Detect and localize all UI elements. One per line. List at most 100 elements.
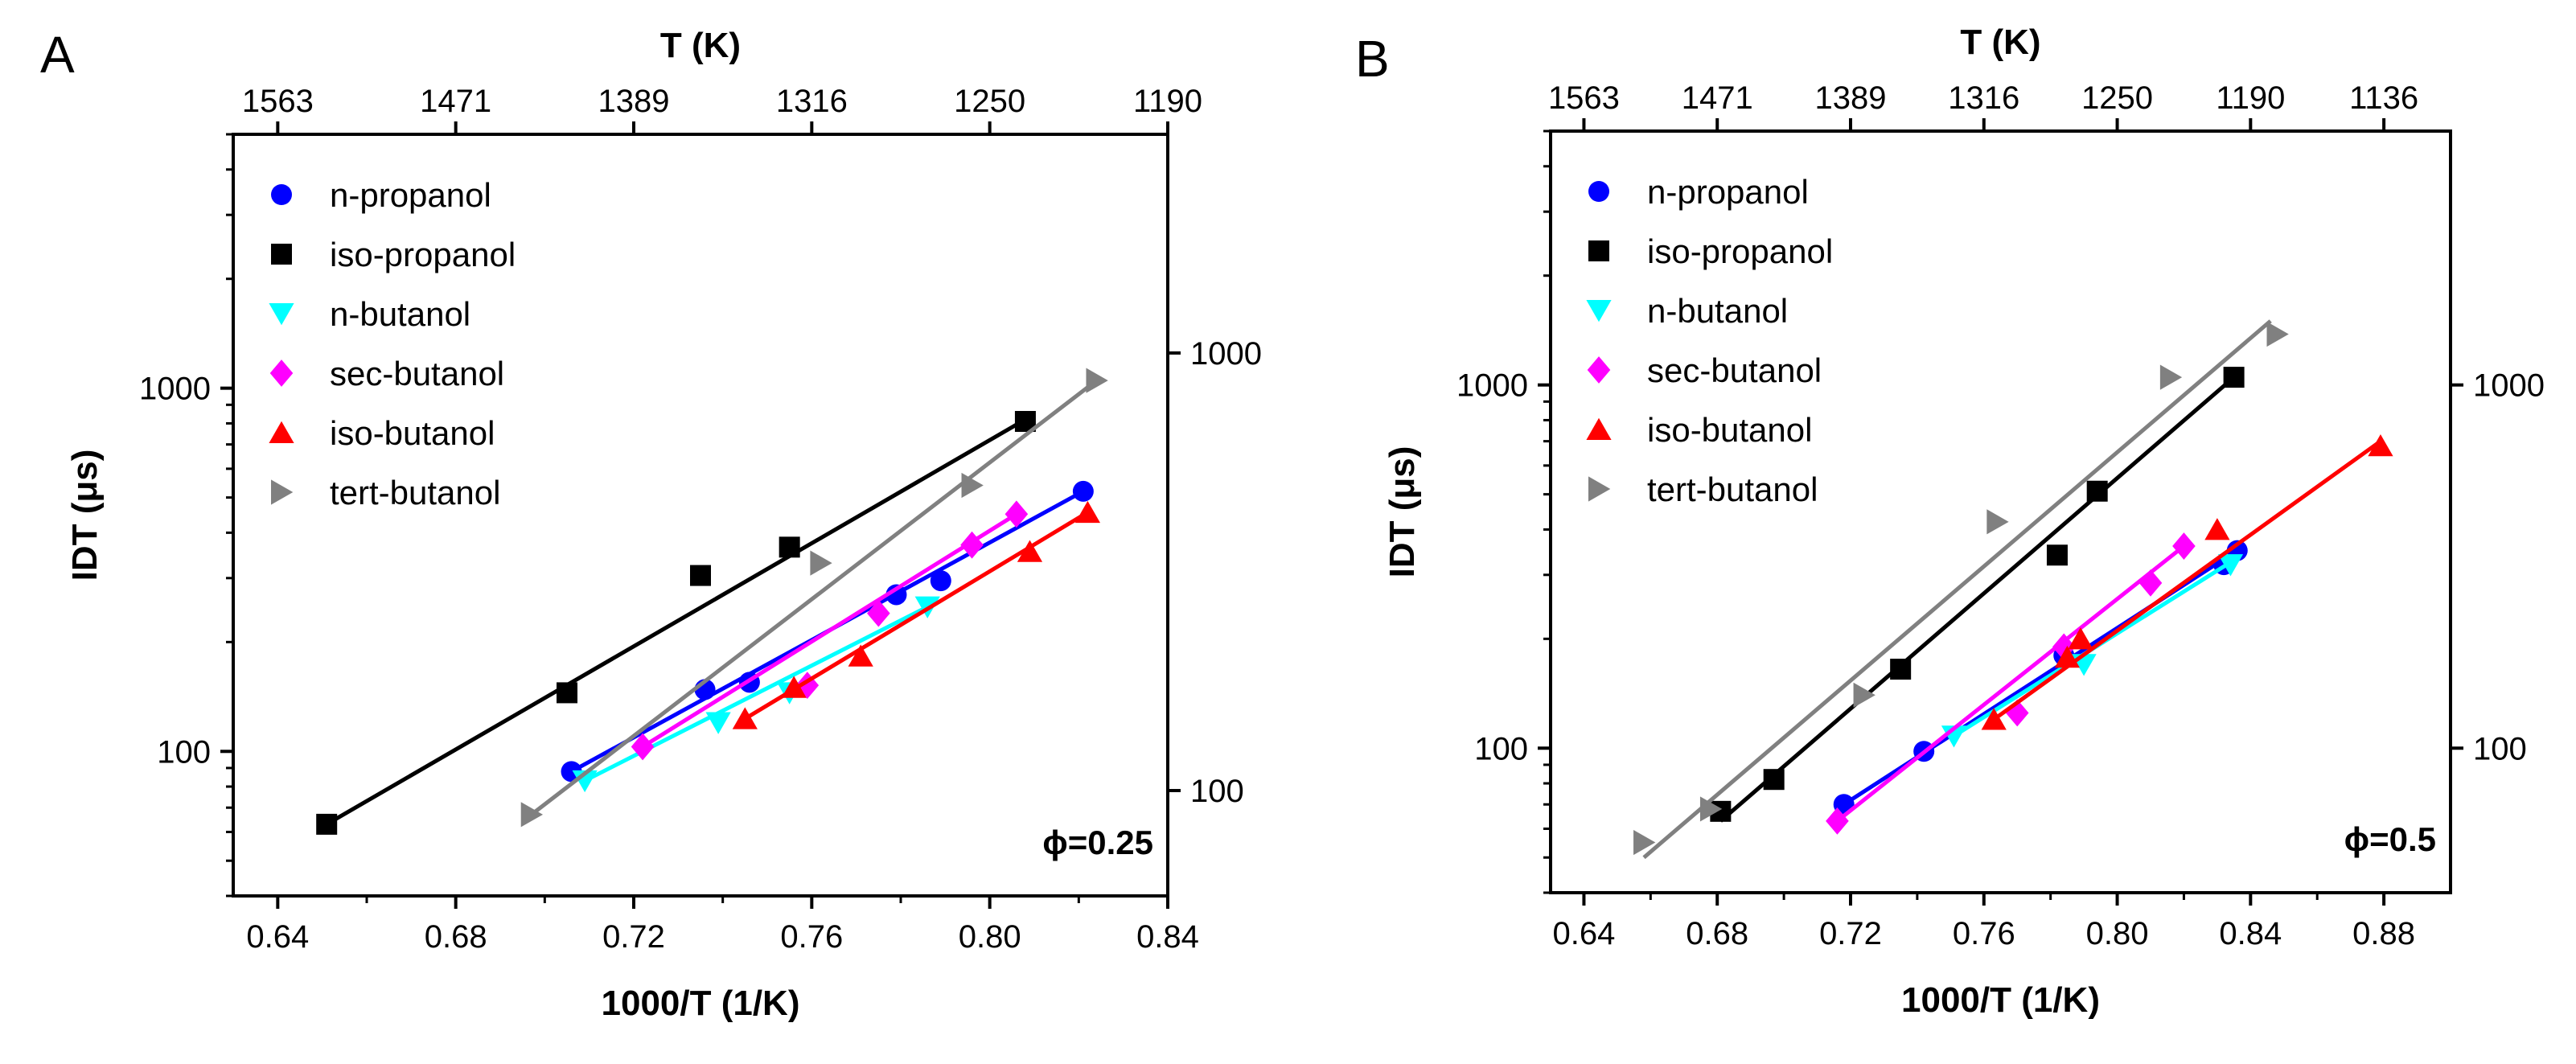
legend-marker-n-propanol (271, 184, 292, 205)
legend-label: iso-propanol (1647, 232, 1833, 270)
right-y-tick-label: 100 (2473, 731, 2527, 766)
data-point-n-butanol (705, 712, 731, 734)
legend-label: sec-butanol (330, 355, 504, 392)
legend: n-propanol iso-propanol n-butanol sec-butan… (1586, 173, 1833, 508)
legend-label: n-propanol (330, 176, 491, 214)
x-tick-label: 0.68 (425, 919, 487, 955)
top-x-tick-label: 1250 (954, 84, 1025, 119)
top-x-tick-label: 1563 (1548, 80, 1620, 116)
data-point-iso-propanol (779, 536, 800, 558)
fit-line-tert-butanol (530, 379, 1098, 816)
x-tick-label: 0.72 (602, 919, 665, 955)
legend-marker-iso-propanol (271, 244, 292, 265)
y-tick-label: 100 (1474, 731, 1528, 766)
fit-line-tert-butanol (1642, 319, 2272, 860)
x-tick-label: 0.64 (1553, 916, 1616, 951)
top-x-tick-label: 1389 (598, 84, 670, 119)
data-point-sec-butanol (1826, 807, 1849, 835)
data-point-iso-propanol (1890, 659, 1912, 680)
right-y-tick-label: 1000 (1190, 336, 1262, 372)
data-point-tert-butanol (2159, 364, 2183, 390)
top-x-tick-label: 1190 (2216, 80, 2285, 116)
data-point-sec-butanol (2172, 532, 2196, 560)
legend-label: sec-butanol (1647, 351, 1822, 389)
legend-marker-tert-butanol (1588, 476, 1611, 502)
legend-label: n-butanol (330, 295, 470, 333)
legend-marker-n-butanol (1586, 300, 1612, 322)
data-point-n-butanol (572, 770, 598, 793)
y-tick-label: 100 (157, 734, 211, 770)
series-iso-propanol (1710, 367, 2245, 823)
data-point-iso-butanol (732, 707, 758, 729)
legend-marker-sec-butanol (1587, 356, 1611, 384)
data-point-iso-propanol (557, 682, 577, 704)
right-y-tick-label: 1000 (2473, 368, 2545, 404)
series-iso-butanol (732, 500, 1100, 729)
top-x-axis-title: T (K) (1960, 23, 2040, 62)
data-point-n-propanol (930, 570, 951, 592)
x-tick-label: 0.76 (780, 919, 843, 955)
top-x-tick-label: 1316 (776, 84, 848, 119)
legend-label: n-butanol (1647, 292, 1788, 330)
fit-line-sec-butanol (1835, 544, 2185, 823)
x-axis-title: 1000/T (1/K) (602, 984, 800, 1023)
data-point-iso-butanol (2204, 518, 2230, 540)
legend-marker-iso-propanol (1588, 240, 1609, 261)
legend-marker-tert-butanol (271, 479, 294, 505)
legend-marker-n-propanol (1588, 181, 1609, 202)
data-point-iso-butanol (781, 676, 807, 698)
y-tick-label: 1000 (139, 372, 211, 407)
phi-annotation: ϕ=0.25 (1042, 824, 1153, 861)
y-tick-label: 1000 (1456, 368, 1528, 404)
phi-annotation: ϕ=0.5 (2344, 820, 2436, 858)
legend-marker-iso-butanol (269, 421, 294, 443)
data-point-iso-propanol (690, 565, 711, 586)
fit-line-sec-butanol (641, 512, 1018, 749)
data-point-tert-butanol (1853, 682, 1876, 708)
x-tick-label: 0.80 (2086, 916, 2149, 951)
legend-marker-n-butanol (269, 303, 294, 326)
x-tick-label: 0.84 (1136, 919, 1199, 955)
x-tick-label: 0.64 (246, 919, 309, 955)
panel-b-chart: B 0.64 0.68 0.72 0.76 0.80 0.84 0.88 1563 1471 138… (1355, 23, 2545, 1020)
data-point-iso-butanol (1981, 708, 2007, 730)
data-point-iso-propanol (1763, 769, 1785, 791)
data-point-iso-propanol (2223, 367, 2245, 388)
fit-line-iso-propanol (1719, 376, 2236, 823)
data-point-tert-butanol (1986, 509, 2009, 535)
fit-line-n-butanol (584, 605, 929, 783)
data-point-iso-butanol (848, 644, 873, 667)
legend: n-propanol iso-propanol n-butanol sec-butan… (269, 176, 516, 511)
legend-marker-sec-butanol (269, 359, 294, 387)
data-point-sec-butanol (631, 733, 655, 761)
data-point-iso-butanol (2368, 434, 2393, 457)
data-point-tert-butanol (2266, 321, 2289, 347)
data-point-iso-propanol (2046, 544, 2068, 566)
series-sec-butanol (631, 500, 1029, 761)
x-tick-label: 0.76 (1953, 916, 2015, 951)
series-iso-propanol (316, 410, 1036, 835)
series-iso-butanol (1981, 434, 2393, 730)
data-point-sec-butanol (2138, 569, 2163, 597)
top-x-tick-label: 1471 (1682, 80, 1753, 116)
data-point-iso-butanol (1017, 540, 1043, 562)
data-point-tert-butanol (1633, 829, 1656, 856)
top-x-tick-label: 1316 (1948, 80, 2019, 116)
data-point-sec-butanol (867, 599, 890, 627)
fit-line-iso-butanol (1992, 439, 2382, 721)
data-point-iso-butanol (1074, 500, 1100, 524)
y-axis-title: IDT (μs) (65, 450, 105, 581)
data-point-tert-butanol (810, 550, 832, 576)
x-tick-label: 0.80 (959, 919, 1021, 955)
top-x-tick-label: 1250 (2081, 80, 2153, 116)
x-tick-label: 0.88 (2352, 916, 2415, 951)
top-x-tick-label: 1136 (2349, 80, 2418, 116)
x-tick-label: 0.72 (1819, 916, 1882, 951)
legend-label: iso-propanol (330, 236, 516, 273)
data-point-iso-propanol (2086, 480, 2108, 502)
right-y-tick-label: 100 (1190, 774, 1244, 809)
series-tert-butanol (520, 368, 1108, 828)
legend-label: iso-butanol (330, 414, 495, 452)
panel-letter: A (40, 26, 75, 84)
top-x-tick-label: 1563 (242, 84, 314, 119)
